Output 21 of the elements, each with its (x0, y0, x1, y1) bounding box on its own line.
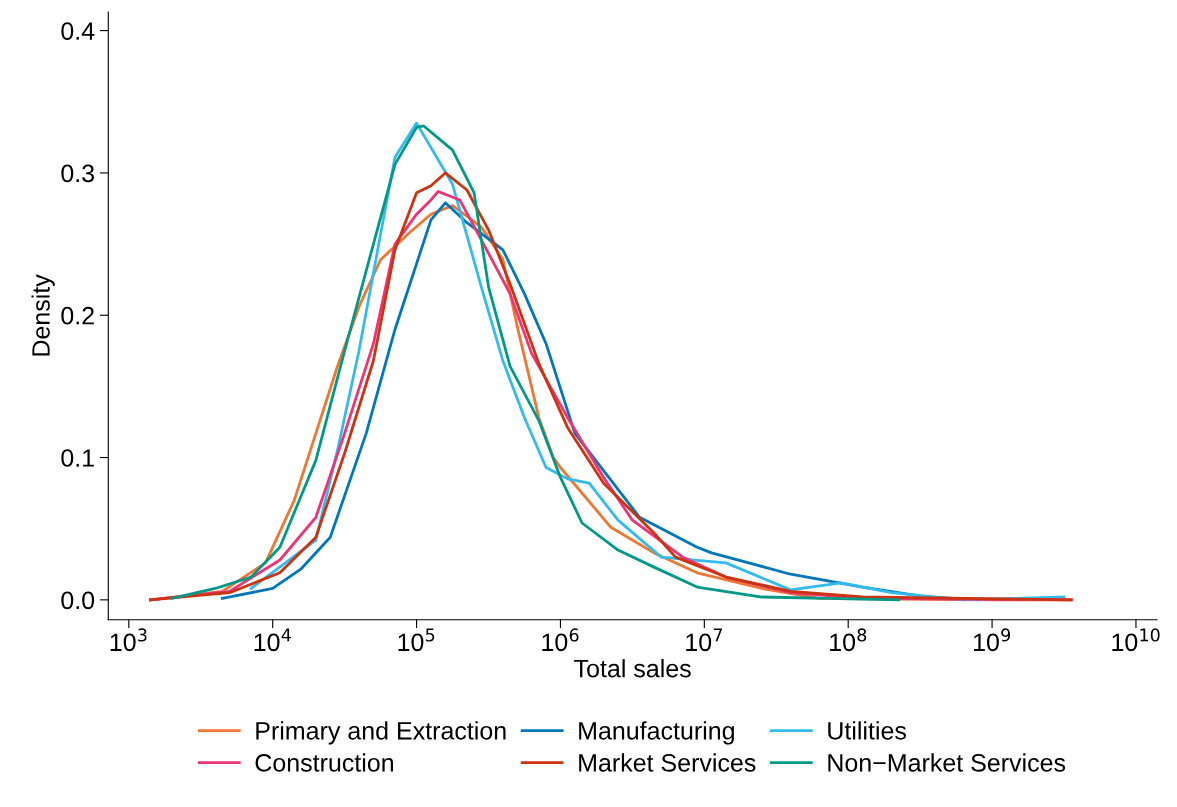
x-tick-label: 10$^{4}$ (254, 628, 291, 652)
y-tick-label: 0.0 (61, 591, 95, 610)
legend-label: Manufacturing (579, 721, 734, 745)
legend-label: Non−Market Services (828, 753, 1066, 772)
x-tick-label: 10$^{9}$ (973, 628, 1011, 652)
x-tick-label: 10$^{6}$ (542, 628, 579, 652)
y-tick-label: 0.1 (61, 449, 94, 467)
x-tick-label: 10$^{10}$ (1112, 628, 1160, 652)
x-tick-label: 10$^{8}$ (830, 628, 867, 652)
x-tick-label: 10$^{3}$ (110, 628, 147, 652)
x-tick-label: 10$^{5}$ (398, 628, 435, 652)
x-tick-label: 10$^{7}$ (686, 628, 723, 652)
x-axis-title: Total sales (574, 659, 691, 678)
y-tick-label: 0.2 (61, 306, 94, 325)
y-tick-label: 0.3 (61, 164, 94, 183)
y-tick-label: 0.4 (61, 22, 95, 40)
legend-label: Utilities (828, 721, 906, 740)
y-axis-title: Density (31, 274, 55, 356)
legend-label: Market Services (579, 753, 756, 772)
legend-label: Construction (255, 753, 393, 772)
legend-label: Primary and Extraction (256, 721, 506, 745)
